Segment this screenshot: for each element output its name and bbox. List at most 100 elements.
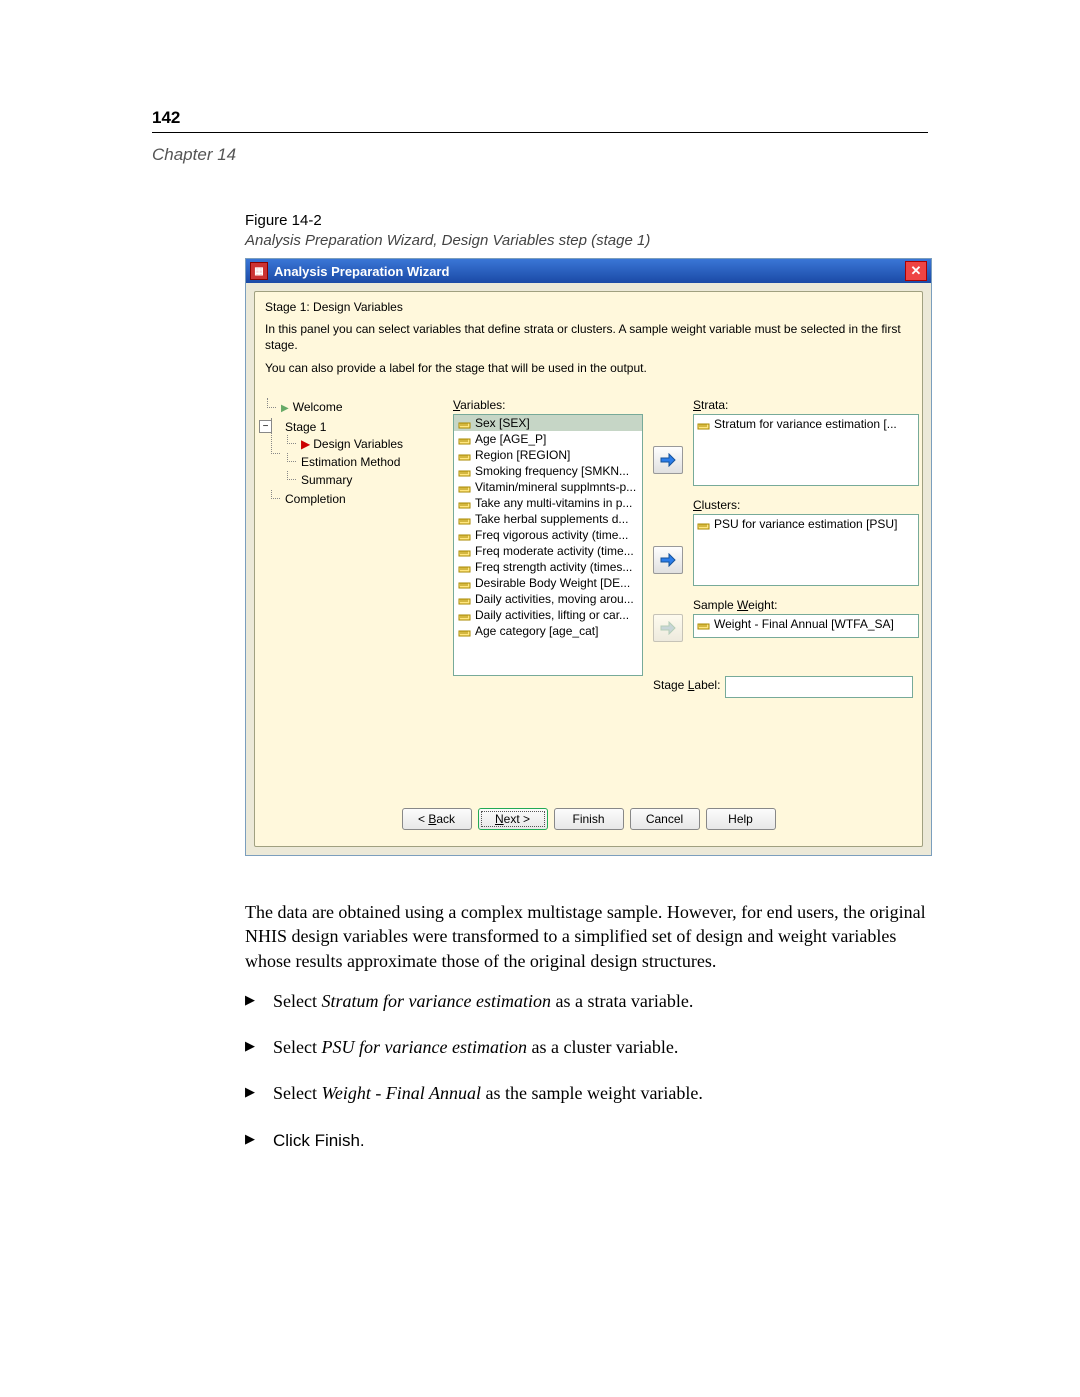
tree-label: Summary <box>301 473 352 487</box>
tree-completion[interactable]: Completion <box>269 490 435 508</box>
content-row: ▶ Welcome − Stage 1 ▶Design Variables Est… <box>265 398 912 796</box>
step-italic: PSU for variance estimation <box>321 1037 526 1057</box>
ruler-icon <box>458 449 471 462</box>
variable-label: Daily activities, lifting or car... <box>475 608 629 622</box>
variable-item[interactable]: Age [AGE_P] <box>454 431 642 447</box>
strata-value: Stratum for variance estimation [... <box>714 417 897 431</box>
ruler-icon <box>458 497 471 510</box>
arrow-icon: ▶ <box>281 403 289 414</box>
variable-item[interactable]: Daily activities, lifting or car... <box>454 607 642 623</box>
step-text: as a strata variable. <box>551 991 693 1011</box>
variable-label: Age category [age_cat] <box>475 624 598 638</box>
ruler-icon <box>458 561 471 574</box>
tree-design-variables[interactable]: ▶Design Variables <box>285 435 435 453</box>
variable-label: Vitamin/mineral supplmnts-p... <box>475 480 636 494</box>
variable-label: Region [REGION] <box>475 448 570 462</box>
chapter-label: Chapter 14 <box>152 145 236 165</box>
ruler-icon <box>458 417 471 430</box>
step-italic: Stratum for variance estimation <box>321 991 550 1011</box>
app-icon: ▦ <box>250 262 268 280</box>
tree-label: Estimation Method <box>301 455 400 469</box>
variable-item[interactable]: Freq moderate activity (time... <box>454 543 642 559</box>
variable-label: Daily activities, moving arou... <box>475 592 634 606</box>
variable-item[interactable]: Vitamin/mineral supplmnts-p... <box>454 479 642 495</box>
collapse-icon[interactable]: − <box>259 420 272 433</box>
variable-item[interactable]: Take any multi-vitamins in p... <box>454 495 642 511</box>
sample-weight-box[interactable]: Weight - Final Annual [WTFA_SA] <box>693 614 919 638</box>
variable-item[interactable]: Smoking frequency [SMKN... <box>454 463 642 479</box>
ruler-icon <box>458 577 471 590</box>
step-text: Select <box>273 1037 321 1057</box>
back-button[interactable]: < Back <box>402 808 472 830</box>
step-italic: Weight - Final Annual <box>321 1083 481 1103</box>
stage-header: Stage 1: Design Variables <box>265 300 912 314</box>
variable-label: Take any multi-vitamins in p... <box>475 496 632 510</box>
tree-label: Stage 1 <box>285 420 326 434</box>
panel-description-2: You can also provide a label for the sta… <box>265 361 912 377</box>
weight-item[interactable]: Weight - Final Annual [WTFA_SA] <box>697 616 915 632</box>
variable-item[interactable]: Sex [SEX] <box>454 415 642 431</box>
body-text: The data are obtained using a complex mu… <box>245 900 928 1175</box>
tree-label: Welcome <box>293 400 343 414</box>
variable-item[interactable]: Take herbal supplements d... <box>454 511 642 527</box>
panel-description-1: In this panel you can select variables t… <box>265 322 912 353</box>
variable-label: Sex [SEX] <box>475 416 530 430</box>
variable-label: Take herbal supplements d... <box>475 512 628 526</box>
close-button[interactable]: ✕ <box>905 261 927 281</box>
step-text: Select <box>273 1083 321 1103</box>
stage-label-input[interactable] <box>725 676 913 698</box>
weight-value: Weight - Final Annual [WTFA_SA] <box>714 617 894 631</box>
strata-label: Strata: <box>693 398 728 412</box>
sample-weight-label: Sample Weight: <box>693 598 778 612</box>
label-rest: ariables: <box>460 398 505 412</box>
nav-tree: ▶ Welcome − Stage 1 ▶Design Variables Est… <box>265 398 435 796</box>
step-text: Select <box>273 991 321 1011</box>
move-to-weight-button[interactable] <box>653 614 683 642</box>
variable-item[interactable]: Age category [age_cat] <box>454 623 642 639</box>
variable-label: Freq strength activity (times... <box>475 560 632 574</box>
figure-caption: Analysis Preparation Wizard, Design Vari… <box>245 232 650 249</box>
steps-list: Select Stratum for variance estimation a… <box>245 989 928 1153</box>
clusters-value: PSU for variance estimation [PSU] <box>714 517 897 531</box>
current-arrow-icon: ▶ <box>301 437 310 451</box>
cancel-button[interactable]: Cancel <box>630 808 700 830</box>
strata-item[interactable]: Stratum for variance estimation [... <box>697 416 915 432</box>
page: 142 Chapter 14 Figure 14-2 Analysis Prep… <box>0 0 1080 1397</box>
variable-item[interactable]: Freq strength activity (times... <box>454 559 642 575</box>
strata-box[interactable]: Stratum for variance estimation [... <box>693 414 919 486</box>
step-4: Click Finish. <box>245 1128 928 1153</box>
finish-button[interactable]: Finish <box>554 808 624 830</box>
tree-welcome[interactable]: ▶ Welcome <box>265 398 435 418</box>
ruler-icon <box>458 481 471 494</box>
figure-label: Figure 14-2 <box>245 212 322 229</box>
wizard-panel: Stage 1: Design Variables In this panel … <box>254 291 923 847</box>
next-button[interactable]: Next > <box>478 808 548 830</box>
variable-label: Desirable Body Weight [DE... <box>475 576 630 590</box>
tree-estimation-method[interactable]: Estimation Method <box>285 453 435 471</box>
variable-item[interactable]: Desirable Body Weight [DE... <box>454 575 642 591</box>
tree-summary[interactable]: Summary <box>285 471 435 489</box>
ruler-icon <box>458 529 471 542</box>
button-row: < Back Next > Finish Cancel Help <box>265 808 912 830</box>
ruler-icon <box>458 593 471 606</box>
variable-label: Age [AGE_P] <box>475 432 546 446</box>
ruler-icon <box>458 609 471 622</box>
window-title: Analysis Preparation Wizard <box>274 264 905 279</box>
step-3: Select Weight - Final Annual as the samp… <box>245 1081 928 1105</box>
ruler-icon <box>458 625 471 638</box>
clusters-label: Clusters: <box>693 498 740 512</box>
clusters-box[interactable]: PSU for variance estimation [PSU] <box>693 514 919 586</box>
tree-label: Completion <box>285 492 346 506</box>
tree-stage1[interactable]: − Stage 1 ▶Design Variables Estimation M… <box>269 418 435 490</box>
variable-label: Freq vigorous activity (time... <box>475 528 628 542</box>
move-to-strata-button[interactable] <box>653 446 683 474</box>
clusters-item[interactable]: PSU for variance estimation [PSU] <box>697 516 915 532</box>
variable-item[interactable]: Daily activities, moving arou... <box>454 591 642 607</box>
variable-item[interactable]: Region [REGION] <box>454 447 642 463</box>
ruler-icon <box>458 465 471 478</box>
variable-item[interactable]: Freq vigorous activity (time... <box>454 527 642 543</box>
help-button[interactable]: Help <box>706 808 776 830</box>
variables-list[interactable]: Sex [SEX] Age [AGE_P] Region [REGION]Smoki… <box>453 414 643 676</box>
move-to-clusters-button[interactable] <box>653 546 683 574</box>
stage-label-caption: Stage Label: <box>653 678 720 692</box>
